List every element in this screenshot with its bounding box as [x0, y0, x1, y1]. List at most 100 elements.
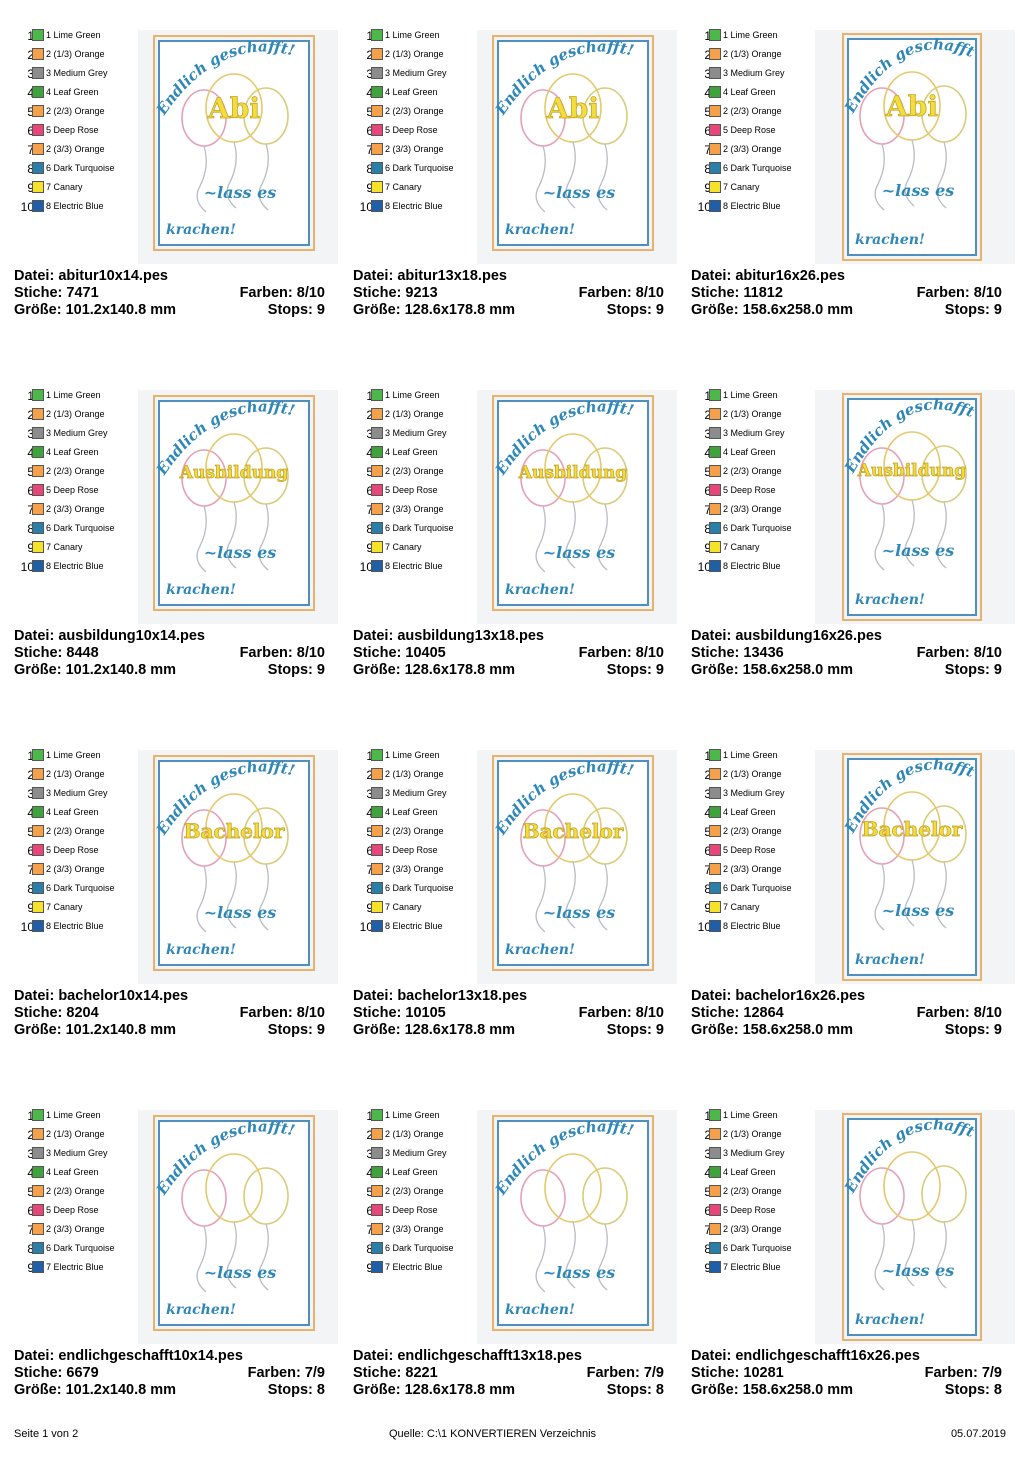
palette-number: 2 — [704, 48, 711, 62]
color-swatch — [371, 389, 383, 401]
size-label: Größe: — [14, 302, 62, 318]
design-image: Endlich geschafft! Ausbildung ~lass es krac… — [477, 390, 677, 624]
palette-label: 8 Electric Blue — [385, 921, 443, 931]
footer-date: 05.07.2019 — [950, 1428, 1006, 1440]
colors-value: 8/10 — [296, 1005, 325, 1021]
colors-value: 8/10 — [635, 645, 664, 661]
colors-value: 8/10 — [635, 285, 664, 301]
design-info: Datei: endlichgeschafft16x26.pes Stiche: … — [691, 1348, 1002, 1399]
color-swatch — [371, 29, 383, 41]
palette-label: 2 (1/3) Orange — [46, 49, 105, 59]
color-palette: 1 1 Lime Green 2 2 (1/3) Orange 3 3 Medium Gr… — [357, 1108, 479, 1279]
palette-number: 9 — [366, 181, 373, 195]
color-swatch — [32, 901, 44, 913]
frame-outer — [492, 395, 654, 611]
colors-label: Farben: — [916, 645, 970, 661]
footer-source: Quelle: C:\1 KONVERTIEREN Verzeichnis — [389, 1428, 597, 1440]
design-middle-text: ~lass es — [543, 1263, 616, 1282]
palette-number: 5 — [704, 825, 711, 839]
color-swatch — [709, 1109, 721, 1121]
palette-number: 9 — [366, 1261, 373, 1275]
palette-label: 2 (2/3) Orange — [723, 106, 782, 116]
palette-row: 9 7 Canary — [695, 180, 817, 199]
palette-label: 2 (3/3) Orange — [385, 864, 444, 874]
colors-label: Farben: — [239, 645, 293, 661]
colors-value: 7/9 — [643, 1365, 664, 1381]
stitches-line: Stiche: 9213 Farben: 8/10 — [353, 285, 664, 302]
stitches-value: 8221 — [405, 1365, 438, 1381]
palette-row: 8 6 Dark Turquoise — [357, 1241, 479, 1260]
palette-number: 3 — [27, 67, 34, 81]
palette-number: 2 — [704, 768, 711, 782]
palette-row: 9 7 Electric Blue — [357, 1260, 479, 1279]
palette-row: 8 6 Dark Turquoise — [357, 521, 479, 540]
color-swatch — [32, 1109, 44, 1121]
palette-row: 6 5 Deep Rose — [695, 483, 817, 502]
palette-label: 7 Canary — [46, 902, 83, 912]
palette-number: 3 — [366, 67, 373, 81]
stops-value: 8 — [316, 1382, 325, 1398]
palette-label: 2 (2/3) Orange — [46, 1186, 105, 1196]
palette-label: 6 Dark Turquoise — [723, 1243, 792, 1253]
palette-number: 6 — [27, 484, 34, 498]
palette-number: 9 — [704, 181, 711, 195]
palette-row: 10 8 Electric Blue — [695, 919, 817, 938]
colors-label: Farben: — [578, 1005, 632, 1021]
design-card: 1 1 Lime Green 2 2 (1/3) Orange 3 3 Medium Gr… — [14, 28, 344, 378]
design-preview-6: Endlich geschafft!Bachelor~lass eskrache… — [138, 750, 338, 984]
palette-number: 6 — [366, 124, 373, 138]
design-center-word: Ausbildung — [179, 463, 289, 483]
file-line: Datei: endlichgeschafft10x14.pes — [14, 1348, 325, 1365]
palette-label: 2 (3/3) Orange — [46, 864, 105, 874]
palette-label: 8 Electric Blue — [46, 921, 104, 931]
palette-label: 4 Leaf Green — [385, 447, 438, 457]
palette-number: 8 — [366, 522, 373, 536]
stitches-label: Stiche: — [14, 285, 63, 301]
palette-number: 9 — [27, 541, 34, 555]
size-label: Größe: — [691, 662, 739, 678]
color-swatch — [709, 1166, 721, 1178]
palette-label: 7 Canary — [385, 182, 422, 192]
design-middle-text: ~lass es — [543, 543, 616, 562]
palette-label: 2 (1/3) Orange — [723, 769, 782, 779]
palette-label: 2 (3/3) Orange — [46, 1224, 105, 1234]
palette-number: 3 — [704, 787, 711, 801]
color-swatch — [32, 1223, 44, 1235]
palette-row: 3 3 Medium Grey — [18, 1146, 140, 1165]
design-middle-text: ~lass es — [204, 183, 277, 202]
palette-row: 3 3 Medium Grey — [357, 1146, 479, 1165]
frame-outer — [842, 393, 982, 621]
frame-inner — [158, 40, 310, 246]
palette-label: 4 Leaf Green — [385, 807, 438, 817]
palette-number: 9 — [704, 541, 711, 555]
palette-label: 3 Medium Grey — [46, 1148, 108, 1158]
file-name: endlichgeschafft16x26.pes — [735, 1348, 920, 1364]
palette-number: 4 — [27, 1166, 34, 1180]
palette-number: 8 — [366, 162, 373, 176]
design-bottom-text: krachen! — [166, 1302, 236, 1318]
file-label: Datei: — [14, 628, 55, 644]
design-middle-text: ~lass es — [543, 183, 616, 202]
palette-number: 8 — [704, 882, 711, 896]
palette-label: 5 Deep Rose — [385, 485, 438, 495]
palette-label: 2 (1/3) Orange — [46, 409, 105, 419]
color-palette: 1 1 Lime Green 2 2 (1/3) Orange 3 3 Medium Gr… — [18, 1108, 140, 1279]
palette-label: 2 (2/3) Orange — [385, 106, 444, 116]
palette-label: 7 Electric Blue — [385, 1262, 443, 1272]
color-swatch — [709, 427, 721, 439]
color-swatch — [371, 105, 383, 117]
color-swatch — [371, 446, 383, 458]
size-line: Größe: 101.2x140.8 mm Stops: 9 — [14, 662, 325, 679]
design-center-word: Ausbildung — [857, 461, 967, 481]
palette-number: 6 — [704, 1204, 711, 1218]
palette-row: 3 3 Medium Grey — [18, 786, 140, 805]
palette-number: 5 — [27, 465, 34, 479]
palette-label: 3 Medium Grey — [723, 1148, 785, 1158]
palette-number: 8 — [27, 882, 34, 896]
color-swatch — [709, 541, 721, 553]
palette-row: 10 8 Electric Blue — [18, 919, 140, 938]
stops-label: Stops: — [267, 662, 313, 678]
color-swatch — [371, 825, 383, 837]
design-preview-3: Endlich geschafft!Ausbildung~lass eskrac… — [138, 390, 338, 624]
